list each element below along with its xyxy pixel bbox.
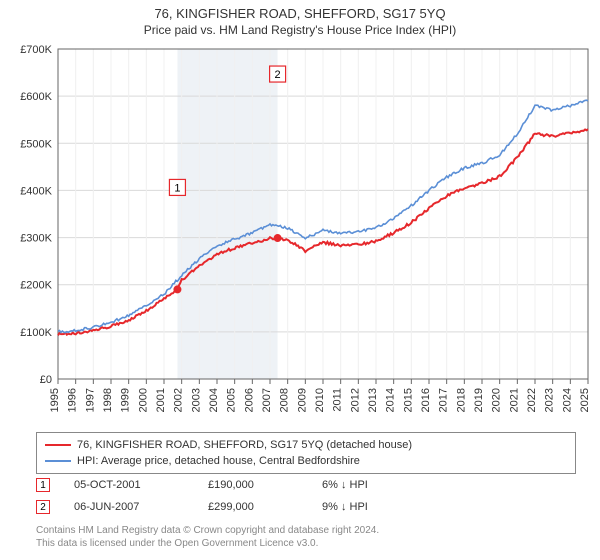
y-tick-label: £200K xyxy=(20,280,52,292)
sale-row: 1 05-OCT-2001 £190,000 6% ↓ HPI xyxy=(36,478,576,492)
sale-marker-label: 2 xyxy=(275,69,281,81)
sale-row-marker: 2 xyxy=(36,500,50,514)
legend-swatch xyxy=(45,444,71,446)
shaded-band xyxy=(177,49,277,379)
legend-box: 76, KINGFISHER ROAD, SHEFFORD, SG17 5YQ … xyxy=(36,432,576,474)
x-tick-label: 1996 xyxy=(67,388,79,412)
x-tick-label: 2001 xyxy=(155,388,167,412)
x-tick-label: 1999 xyxy=(120,388,132,412)
x-tick-label: 2013 xyxy=(367,388,379,412)
x-tick-label: 1995 xyxy=(49,388,61,412)
x-tick-label: 2011 xyxy=(332,388,344,412)
x-tick-label: 2019 xyxy=(473,388,485,412)
x-tick-label: 2022 xyxy=(526,388,538,412)
sale-row-marker: 1 xyxy=(36,478,50,492)
x-tick-label: 2003 xyxy=(190,388,202,412)
sale-row: 2 06-JUN-2007 £299,000 9% ↓ HPI xyxy=(36,500,576,514)
x-tick-label: 2025 xyxy=(579,388,591,412)
sale-marker-dot xyxy=(274,234,282,242)
x-tick-label: 2018 xyxy=(455,388,467,412)
sale-marker-label: 1 xyxy=(174,182,180,194)
x-tick-label: 2005 xyxy=(226,388,238,412)
y-tick-label: £700K xyxy=(20,44,52,56)
x-tick-label: 2020 xyxy=(491,388,503,412)
legend-label: 76, KINGFISHER ROAD, SHEFFORD, SG17 5YQ … xyxy=(77,439,412,451)
sale-row-hpi: 6% ↓ HPI xyxy=(322,479,412,491)
legend-row: 76, KINGFISHER ROAD, SHEFFORD, SG17 5YQ … xyxy=(45,437,567,453)
sale-row-date: 05-OCT-2001 xyxy=(74,479,184,491)
chart-subtitle: Price paid vs. HM Land Registry's House … xyxy=(0,21,600,41)
legend-label: HPI: Average price, detached house, Cent… xyxy=(77,455,360,467)
chart-area: £0 £100K £200K £300K £400K £500K £600K £700K 199… xyxy=(0,41,600,421)
sale-marker-dot xyxy=(173,285,181,293)
chart-container: 76, KINGFISHER ROAD, SHEFFORD, SG17 5YQ … xyxy=(0,0,600,560)
sale-row-date: 06-JUN-2007 xyxy=(74,501,184,513)
y-tick-label: £0 xyxy=(40,374,52,386)
x-tick-label: 2007 xyxy=(261,388,273,412)
attribution-line-1: Contains HM Land Registry data © Crown c… xyxy=(36,524,576,537)
x-tick-label: 2014 xyxy=(385,388,397,412)
chart-title: 76, KINGFISHER ROAD, SHEFFORD, SG17 5YQ xyxy=(0,0,600,21)
x-tick-label: 2010 xyxy=(314,388,326,412)
y-tick-label: £400K xyxy=(20,185,52,197)
x-tick-label: 2021 xyxy=(508,388,520,412)
y-tick-label: £300K xyxy=(20,233,52,245)
x-tick-label: 2006 xyxy=(243,388,255,412)
x-tick-label: 2016 xyxy=(420,388,432,412)
x-tick-label: 2008 xyxy=(279,388,291,412)
x-tick-label: 2000 xyxy=(137,388,149,412)
x-tick-label: 2012 xyxy=(349,388,361,412)
x-tick-label: 2004 xyxy=(208,388,220,412)
x-tick-label: 2024 xyxy=(561,388,573,412)
sale-row-price: £190,000 xyxy=(208,479,298,491)
x-tick-label: 2015 xyxy=(402,388,414,412)
attribution-line-2: This data is licensed under the Open Gov… xyxy=(36,537,576,550)
sale-row-hpi: 9% ↓ HPI xyxy=(322,501,412,513)
x-tick-label: 2023 xyxy=(544,388,556,412)
x-tick-label: 1998 xyxy=(102,388,114,412)
chart-svg: £0 £100K £200K £300K £400K £500K £600K £700K 199… xyxy=(0,41,600,421)
attribution: Contains HM Land Registry data © Crown c… xyxy=(36,524,576,550)
legend-row: HPI: Average price, detached house, Cent… xyxy=(45,453,567,469)
y-tick-label: £100K xyxy=(20,327,52,339)
x-tick-label: 1997 xyxy=(84,388,96,412)
x-tick-label: 2002 xyxy=(173,388,185,412)
x-tick-label: 2017 xyxy=(438,388,450,412)
sale-row-price: £299,000 xyxy=(208,501,298,513)
x-tick-label: 2009 xyxy=(296,388,308,412)
y-tick-label: £500K xyxy=(20,138,52,150)
y-tick-label: £600K xyxy=(20,91,52,103)
legend-swatch xyxy=(45,460,71,462)
